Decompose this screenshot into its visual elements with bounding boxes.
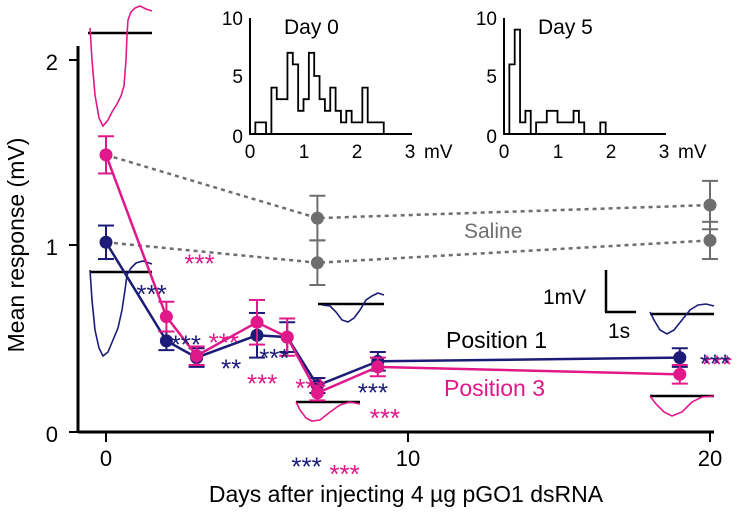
saline-label: Saline	[464, 220, 522, 243]
inset-day5-title: Day 5	[538, 16, 593, 39]
inset-day0-bars	[250, 51, 390, 135]
y-tick-label-0: 0	[46, 422, 58, 447]
significance-stars-7: ***	[136, 279, 166, 309]
trace-day7-position1	[318, 292, 385, 323]
x-tick-label-20: 20	[698, 446, 722, 471]
main-series	[98, 135, 688, 402]
inset-day0-xtick-0: 0	[245, 142, 256, 163]
position3-label: Position 3	[444, 375, 545, 401]
inset-day5-xtick-1: 1	[553, 142, 564, 163]
significance-stars-5: ***	[370, 403, 400, 433]
y-axis-label: Mean response (mV)	[3, 138, 29, 353]
inset-day5-xtick-2: 2	[606, 142, 617, 163]
significance-stars-11: ***	[291, 452, 321, 482]
significance-stars-8: ***	[171, 330, 201, 360]
series-line-3	[105, 239, 711, 264]
inset-day0-ytick-0: 0	[232, 127, 243, 148]
trace-day19-position1	[649, 303, 715, 335]
scale-bar-voltage-label: 1mV	[543, 286, 586, 309]
inset-day0-ytick-10: 10	[222, 9, 243, 30]
trace-day7-position3	[295, 400, 361, 422]
saline-series	[105, 153, 718, 287]
y-tick-label-1: 1	[46, 235, 58, 260]
significance-stars-9: **	[221, 353, 241, 383]
x-tick-label-10: 10	[396, 446, 420, 471]
significance-stars-1: ***	[209, 328, 239, 358]
data-point-1-5	[310, 386, 324, 400]
inset-day5-xtick-0: 0	[499, 142, 510, 163]
data-point-0-7	[673, 351, 687, 365]
data-point-0-1	[159, 334, 173, 348]
position1-label: Position 1	[446, 327, 547, 353]
inset-day0-xtick-3: 3	[405, 142, 416, 163]
data-point-0-0	[99, 235, 113, 249]
data-point-1-4	[280, 330, 294, 344]
significance-stars-10: ***	[259, 343, 289, 373]
significance-stars-12: ***	[358, 377, 388, 407]
inset-day0-xtick-1: 1	[299, 142, 310, 163]
data-point-1-2	[190, 349, 204, 363]
x-tick-label-0: 0	[100, 446, 112, 471]
significance-stars-6: ***	[702, 349, 732, 379]
x-axis-label: Days after injecting 4 µg pGO1 dsRNA	[209, 481, 604, 507]
inset-day5-xunit: mV	[678, 142, 707, 163]
data-point-3-1	[310, 256, 324, 270]
inset-day0-xunit: mV	[424, 142, 453, 163]
inset-day0-ytick-5: 5	[232, 67, 243, 88]
inset-day5-ytick-0: 0	[486, 127, 497, 148]
histogram-outline-1	[504, 28, 611, 135]
series-line-2	[105, 153, 711, 220]
data-point-1-0	[99, 148, 113, 162]
inset-histogram-day0: Day 0 0 5 10 0 1 2 3 mV	[222, 9, 453, 163]
data-point-1-3	[250, 315, 264, 329]
data-point-2-1	[310, 211, 324, 225]
significance-stars-0: ***	[184, 249, 214, 279]
data-point-1-1	[159, 310, 173, 324]
significance-stars-2: ***	[247, 368, 277, 398]
trace-day19-position3	[649, 394, 715, 417]
scale-bar: 1mV 1s	[543, 270, 636, 343]
trace-day0-position1	[89, 260, 153, 358]
data-point-1-6	[371, 360, 385, 374]
inset-day0-title: Day 0	[284, 16, 339, 39]
series-line-1	[104, 154, 680, 395]
scale-bar-time-label: 1s	[608, 320, 630, 343]
trace-day0-position3	[88, 5, 153, 128]
inset-day5-ytick-5: 5	[486, 67, 497, 88]
histogram-outline-0	[250, 51, 390, 135]
inset-day5-bars	[504, 28, 611, 135]
significance-stars-13: ***	[700, 349, 730, 379]
data-point-1-7	[673, 367, 687, 381]
significance-stars-4: ***	[329, 459, 359, 489]
inset-day5-ytick-10: 10	[476, 9, 497, 30]
inset-day5-xtick-3: 3	[659, 142, 670, 163]
inset-histogram-day5: Day 5 0 5 10 0 1 2 3 mV	[476, 9, 707, 163]
data-point-3-2	[703, 233, 717, 247]
significance-stars-3: ***	[295, 373, 325, 403]
significance-stars: ********* ******************** ***********…	[136, 249, 732, 489]
data-point-2-2	[703, 198, 717, 212]
y-tick-label-2: 2	[46, 50, 58, 75]
inset-day0-xtick-2: 2	[352, 142, 363, 163]
